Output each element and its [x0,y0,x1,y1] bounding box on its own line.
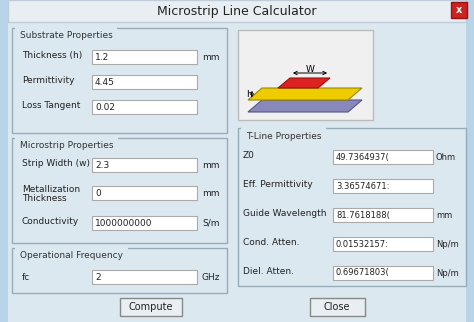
Text: S/m: S/m [202,219,219,228]
Text: Z0: Z0 [243,150,255,159]
Text: Thickness: Thickness [22,194,67,203]
Text: x: x [456,5,462,15]
Text: Permittivity: Permittivity [22,75,74,84]
Bar [92,158,197,172]
Bar [120,298,182,316]
Text: Close: Close [324,302,350,312]
Bar [333,266,433,280]
Polygon shape [248,88,362,100]
Bar [92,186,197,200]
Text: 1.2: 1.2 [95,52,109,62]
Text: Ohm: Ohm [436,153,456,162]
Bar [12,28,227,133]
Text: Guide Wavelength: Guide Wavelength [243,209,327,217]
Text: Diel. Atten.: Diel. Atten. [243,267,294,276]
Text: Microstrip Line Calculator: Microstrip Line Calculator [157,5,317,17]
Bar [8,0,466,22]
Bar [310,298,365,316]
Text: 81.7618188(: 81.7618188( [336,211,390,220]
Text: h: h [246,90,252,99]
Text: 2.3: 2.3 [95,160,109,169]
Text: Np/m: Np/m [436,240,459,249]
Text: T-Line Properties: T-Line Properties [246,131,321,140]
Text: mm: mm [202,160,219,169]
Text: 2: 2 [95,272,100,281]
Text: 0.69671803(: 0.69671803( [336,269,390,278]
Bar [333,179,433,193]
Text: W: W [306,64,314,73]
Text: Compute: Compute [129,302,173,312]
Bar [333,150,433,164]
Text: GHz: GHz [202,272,220,281]
Text: Loss Tangent: Loss Tangent [22,100,81,109]
Text: 0.02: 0.02 [95,102,115,111]
Text: Substrate Properties: Substrate Properties [20,31,113,40]
Bar [451,2,467,18]
Bar [92,75,197,89]
Bar [92,216,197,230]
Bar [92,270,197,284]
Polygon shape [278,78,330,88]
Bar [333,208,433,222]
Text: mm: mm [202,52,219,62]
Polygon shape [248,100,362,112]
Text: 1000000000: 1000000000 [95,219,153,228]
Bar [238,30,373,120]
Text: Np/m: Np/m [436,269,459,278]
Text: Strip Width (w): Strip Width (w) [22,158,90,167]
Text: Operational Frequency: Operational Frequency [20,251,123,260]
Text: Cond. Atten.: Cond. Atten. [243,238,300,247]
Text: mm: mm [202,188,219,197]
Text: Metallization: Metallization [22,185,80,194]
Text: 0: 0 [95,188,101,197]
Bar [92,100,197,114]
Text: 0.01532157:: 0.01532157: [336,240,389,249]
Bar [12,138,227,243]
Text: Eff. Permittivity: Eff. Permittivity [243,179,313,188]
Text: Thickness (h): Thickness (h) [22,51,82,60]
Text: 4.45: 4.45 [95,78,115,87]
Text: 3.36574671:: 3.36574671: [336,182,389,191]
Bar [238,128,466,286]
Text: mm: mm [436,211,452,220]
Bar [12,248,227,293]
Bar [92,50,197,64]
Text: Conductivity: Conductivity [22,216,79,225]
Text: 49.7364937(: 49.7364937( [336,153,390,162]
Text: Microstrip Properties: Microstrip Properties [20,140,113,149]
Text: fc: fc [22,273,30,282]
Bar [333,237,433,251]
